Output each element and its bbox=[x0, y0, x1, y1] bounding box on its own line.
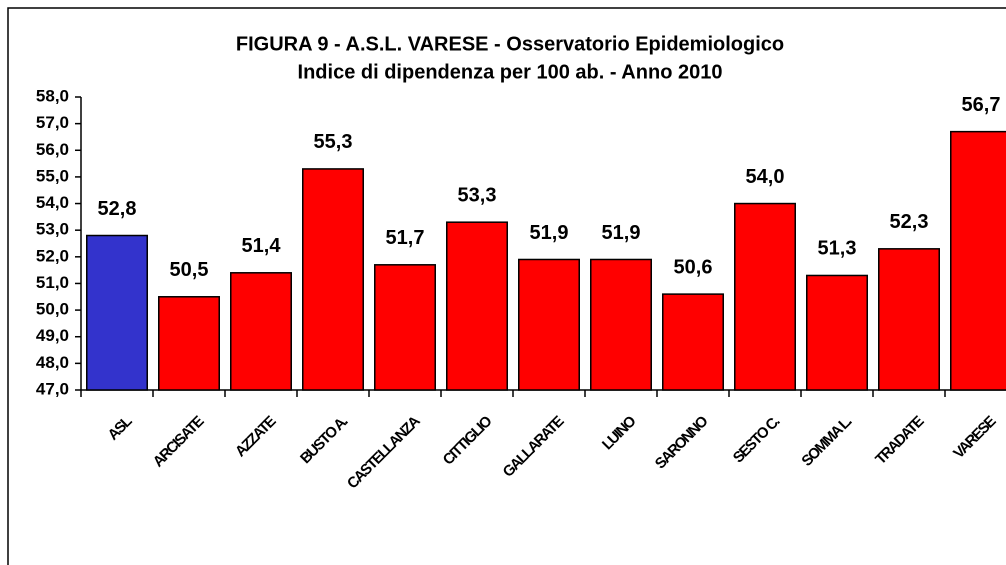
bar bbox=[734, 202, 796, 391]
bar bbox=[590, 258, 652, 391]
bar bbox=[950, 130, 1006, 391]
bar bbox=[302, 168, 364, 391]
y-tick-label: 52,0 bbox=[36, 246, 69, 265]
value-label: 50,6 bbox=[674, 256, 713, 278]
value-label: 55,3 bbox=[314, 131, 353, 153]
y-tick-label: 54,0 bbox=[36, 193, 69, 212]
bar bbox=[806, 274, 868, 391]
value-label: 51,9 bbox=[602, 222, 641, 244]
value-label: 51,9 bbox=[530, 222, 569, 244]
y-tick-label: 55,0 bbox=[36, 166, 69, 185]
chart-subtitle: Indice di dipendenza per 100 ab. - Anno … bbox=[298, 61, 723, 83]
y-tick-label: 56,0 bbox=[36, 140, 69, 159]
value-label: 52,8 bbox=[98, 198, 137, 220]
bar bbox=[518, 258, 580, 391]
value-label: 50,5 bbox=[170, 259, 209, 281]
chart-title: FIGURA 9 - A.S.L. VARESE - Osservatorio … bbox=[236, 33, 784, 55]
bar bbox=[446, 221, 508, 391]
value-label: 51,4 bbox=[242, 235, 282, 257]
y-tick-label: 49,0 bbox=[36, 326, 69, 345]
value-label: 53,3 bbox=[458, 184, 497, 206]
value-label: 51,7 bbox=[386, 227, 425, 249]
y-tick-label: 48,0 bbox=[36, 353, 69, 372]
bar bbox=[662, 293, 724, 391]
bar bbox=[230, 272, 292, 391]
y-tick-label: 47,0 bbox=[36, 379, 69, 398]
value-label: 52,3 bbox=[890, 211, 929, 233]
value-label: 54,0 bbox=[746, 166, 785, 188]
value-label: 51,3 bbox=[818, 238, 857, 260]
y-tick-label: 58,0 bbox=[36, 86, 69, 105]
bar bbox=[374, 264, 436, 391]
y-tick-label: 53,0 bbox=[36, 220, 69, 239]
y-tick-label: 50,0 bbox=[36, 300, 69, 319]
bar bbox=[86, 234, 148, 391]
bar bbox=[878, 248, 940, 391]
value-label: 56,7 bbox=[962, 94, 1001, 116]
y-tick-label: 57,0 bbox=[36, 113, 69, 132]
bar bbox=[158, 296, 220, 391]
y-tick-label: 51,0 bbox=[36, 273, 69, 292]
